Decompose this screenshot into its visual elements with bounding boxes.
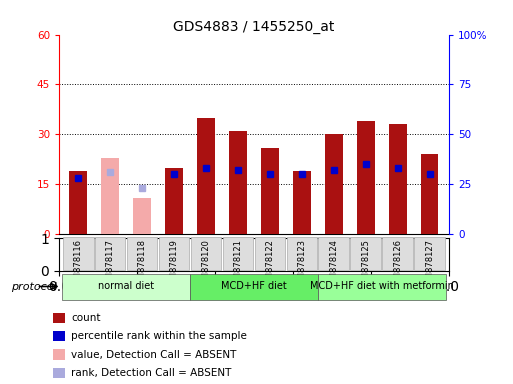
Bar — [261, 148, 279, 234]
Text: MCD+HF diet: MCD+HF diet — [221, 281, 287, 291]
FancyBboxPatch shape — [318, 274, 446, 300]
Bar — [53, 367, 65, 378]
Text: GSM878124: GSM878124 — [329, 239, 339, 290]
Text: protocol: protocol — [11, 282, 56, 292]
Text: GSM878118: GSM878118 — [137, 239, 147, 290]
Bar — [421, 154, 439, 234]
Text: GSM878125: GSM878125 — [361, 239, 370, 290]
FancyBboxPatch shape — [62, 274, 190, 300]
FancyBboxPatch shape — [223, 237, 253, 270]
Text: GSM878116: GSM878116 — [74, 239, 83, 290]
Text: GSM878123: GSM878123 — [298, 239, 306, 290]
Bar — [229, 131, 247, 234]
Bar — [53, 349, 65, 360]
FancyBboxPatch shape — [63, 237, 93, 270]
FancyBboxPatch shape — [191, 237, 221, 270]
FancyBboxPatch shape — [415, 237, 445, 270]
Bar — [102, 158, 119, 234]
Text: normal diet: normal diet — [98, 281, 154, 291]
Text: GSM878121: GSM878121 — [233, 239, 243, 290]
FancyBboxPatch shape — [350, 237, 381, 270]
Bar — [165, 168, 183, 234]
FancyBboxPatch shape — [159, 237, 189, 270]
Text: MCD+HF diet with metformin: MCD+HF diet with metformin — [310, 281, 453, 291]
Text: GSM878126: GSM878126 — [393, 239, 402, 290]
Bar — [357, 121, 374, 234]
Title: GDS4883 / 1455250_at: GDS4883 / 1455250_at — [173, 20, 334, 33]
Bar — [53, 313, 65, 323]
Text: value, Detection Call = ABSENT: value, Detection Call = ABSENT — [71, 349, 236, 360]
Bar — [293, 171, 311, 234]
FancyBboxPatch shape — [95, 237, 126, 270]
Text: percentile rank within the sample: percentile rank within the sample — [71, 331, 247, 341]
Text: count: count — [71, 313, 101, 323]
Bar — [133, 198, 151, 234]
FancyBboxPatch shape — [190, 274, 318, 300]
FancyBboxPatch shape — [287, 237, 317, 270]
Text: GSM878122: GSM878122 — [265, 239, 274, 290]
Text: GSM878117: GSM878117 — [106, 239, 114, 290]
Text: GSM878120: GSM878120 — [202, 239, 210, 290]
Bar — [389, 124, 406, 234]
FancyBboxPatch shape — [254, 237, 285, 270]
FancyBboxPatch shape — [127, 237, 157, 270]
Text: rank, Detection Call = ABSENT: rank, Detection Call = ABSENT — [71, 368, 232, 378]
Bar — [53, 331, 65, 341]
Bar — [197, 118, 215, 234]
Text: GSM878119: GSM878119 — [169, 239, 179, 290]
Bar — [69, 171, 87, 234]
FancyBboxPatch shape — [382, 237, 413, 270]
Bar — [325, 134, 343, 234]
Text: GSM878127: GSM878127 — [425, 239, 434, 290]
FancyBboxPatch shape — [319, 237, 349, 270]
